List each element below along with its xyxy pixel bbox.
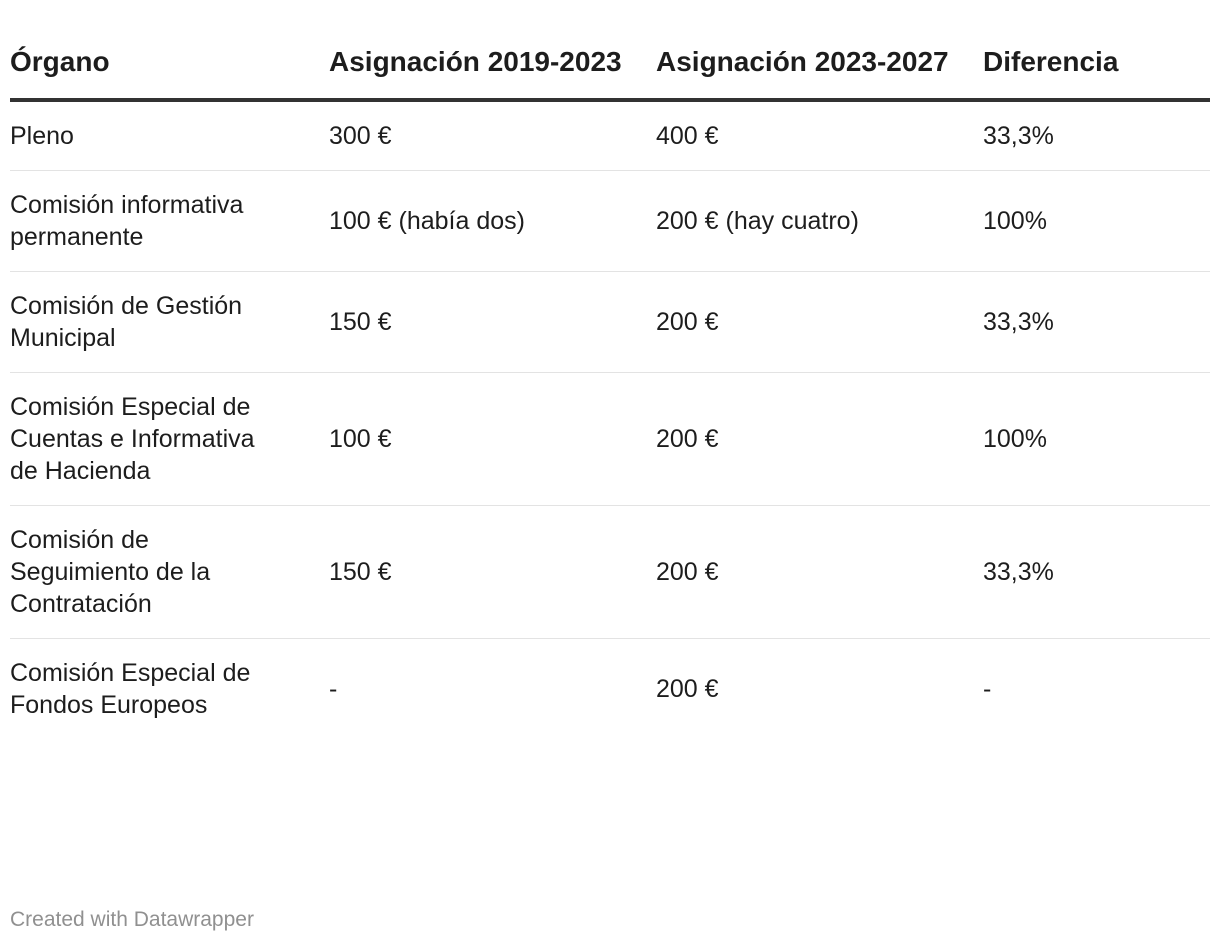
cell-organo: Comisión informativa permanente — [10, 170, 329, 272]
cell-organo: Comisión de Seguimiento de la Contrataci… — [10, 505, 329, 639]
cell-asignacion-2023-2027: 400 € — [656, 100, 983, 171]
table-row: Comisión de Seguimiento de la Contrataci… — [10, 505, 1210, 639]
column-header-asignacion-2019-2023[interactable]: Asignación 2019-2023 — [329, 0, 656, 102]
cell-diferencia: 33,3% — [983, 100, 1210, 171]
table-header: Órgano Asignación 2019-2023 Asignación 2… — [10, 0, 1210, 102]
cell-diferencia: 33,3% — [983, 271, 1210, 373]
cell-asignacion-2023-2027: 200 € — [656, 372, 983, 506]
table-row: Comisión Especial de Cuentas e Informati… — [10, 372, 1210, 506]
cell-asignacion-2019-2023: 100 € (había dos) — [329, 170, 656, 272]
cell-organo: Comisión Especial de Cuentas e Informati… — [10, 372, 329, 506]
cell-organo: Comisión Especial de Fondos Europeos — [10, 659, 251, 719]
column-header-asignacion-2023-2027[interactable]: Asignación 2023-2027 — [656, 0, 983, 102]
table-row: Pleno 300 € 400 € 33,3% — [10, 100, 1210, 171]
table-row: Comisión de Gestión Municipal 150 € 200 … — [10, 271, 1210, 373]
cell-organo: Comisión de Gestión Municipal — [10, 271, 329, 373]
data-table-container: Órgano Asignación 2019-2023 Asignación 2… — [10, 0, 1210, 739]
cell-diferencia: 100% — [983, 372, 1210, 506]
table-row: Comisión Especial de Fondos Europeos - 2… — [10, 639, 1210, 740]
footer-credit[interactable]: Created with Datawrapper — [10, 908, 254, 931]
cell-organo: Pleno — [10, 100, 329, 171]
cell-asignacion-2019-2023: - — [329, 675, 338, 703]
cell-diferencia: - — [983, 675, 992, 703]
cell-diferencia: 100% — [983, 170, 1210, 272]
cell-asignacion-2019-2023: 150 € — [329, 271, 656, 373]
cell-diferencia: 33,3% — [983, 505, 1210, 639]
cell-asignacion-2023-2027: 200 € — [656, 271, 983, 373]
data-table: Órgano Asignación 2019-2023 Asignación 2… — [10, 0, 1210, 739]
cell-asignacion-2023-2027: 200 € — [656, 675, 719, 703]
table-row: Comisión informativa permanente 100 € (h… — [10, 170, 1210, 272]
table-body: Pleno 300 € 400 € 33,3% Comisión informa… — [10, 100, 1210, 739]
cell-asignacion-2019-2023: 100 € — [329, 372, 656, 506]
cell-asignacion-2019-2023: 150 € — [329, 505, 656, 639]
cell-asignacion-2019-2023: 300 € — [329, 100, 656, 171]
cell-asignacion-2023-2027: 200 € (hay cuatro) — [656, 170, 983, 272]
column-header-organo[interactable]: Órgano — [10, 0, 329, 102]
column-header-diferencia[interactable]: Diferencia — [983, 0, 1210, 102]
cell-asignacion-2023-2027: 200 € — [656, 505, 983, 639]
header-row: Órgano Asignación 2019-2023 Asignación 2… — [10, 0, 1210, 102]
